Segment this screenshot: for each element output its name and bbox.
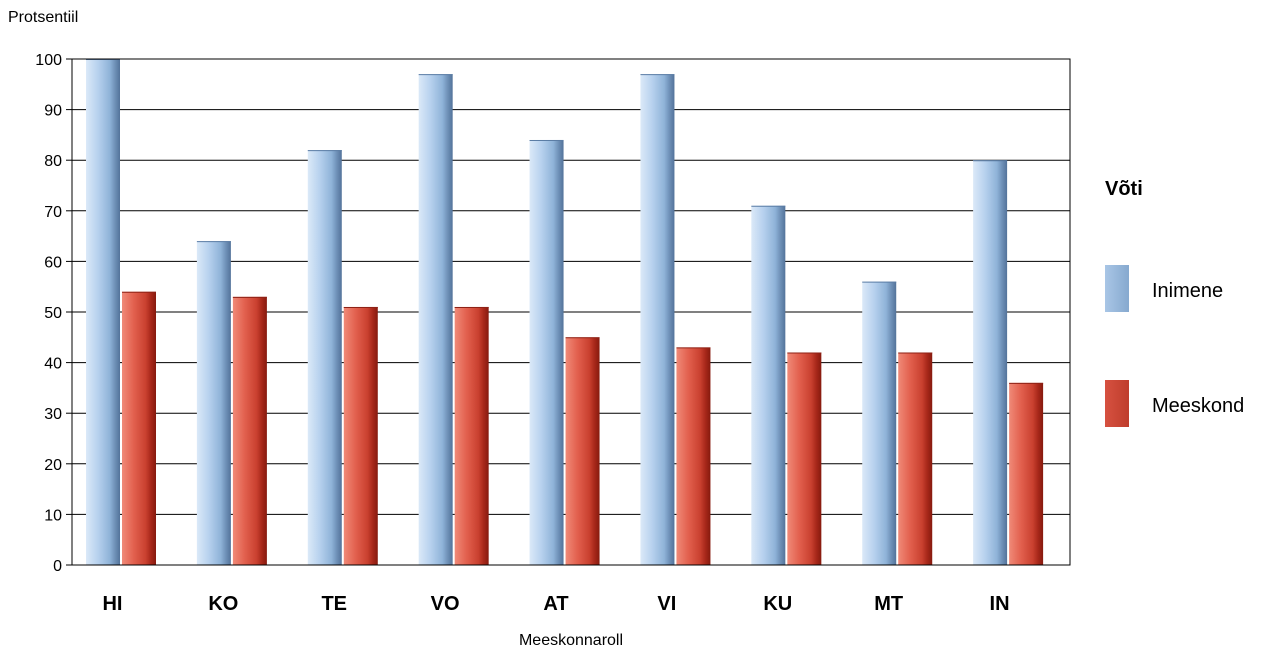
legend-label-meeskond: Meeskond — [1152, 395, 1244, 417]
bar-inimene-ku — [751, 205, 786, 566]
bar-inimene-at — [529, 139, 564, 565]
legend: Võti Inimene Meeskond — [1105, 178, 1244, 427]
legend-title: Võti — [1105, 178, 1143, 200]
y-tick-label: 30 — [44, 406, 62, 423]
x-tick-label: VO — [431, 593, 460, 615]
bar-inimene-mt — [862, 281, 897, 565]
bar-meeskond-in — [1009, 382, 1044, 565]
x-tick-label: MT — [874, 593, 903, 615]
y-tick-label: 50 — [44, 305, 62, 322]
bar-inimene-hi — [86, 59, 120, 565]
x-tick-label: VI — [657, 593, 676, 615]
bar-inimene-te — [307, 150, 342, 565]
bar-inimene-ko — [196, 241, 231, 565]
bar-meeskond-mt — [898, 352, 933, 565]
x-tick-label: AT — [543, 593, 568, 615]
plot-frame — [71, 58, 1071, 566]
legend-swatch-inimene — [1105, 265, 1129, 312]
x-axis-ticks: HI KO TE VO AT VI KU MT IN — [102, 593, 1009, 615]
bar-meeskond-ku — [787, 352, 822, 565]
y-tick-label: 100 — [35, 52, 62, 69]
bar-inimene-vi — [640, 74, 675, 566]
y-tick-label: 80 — [44, 153, 62, 170]
y-tick-label: 70 — [44, 204, 62, 221]
y-axis-ticks: 0 10 20 30 40 50 60 70 80 90 100 — [35, 52, 72, 575]
y-tick-label: 20 — [44, 457, 62, 474]
y-tick-label: 90 — [44, 103, 62, 120]
bar-inimene-vo — [418, 74, 453, 566]
y-tick-label: 40 — [44, 356, 62, 373]
x-tick-label: HI — [102, 593, 122, 615]
y-axis-label: Protsentiil — [8, 9, 78, 26]
x-axis-label: Meeskonnaroll — [519, 632, 623, 649]
legend-label-inimene: Inimene — [1152, 280, 1223, 302]
legend-swatch-meeskond — [1105, 380, 1129, 427]
bar-meeskond-vo — [454, 306, 489, 565]
bar-meeskond-te — [343, 306, 378, 565]
bars — [86, 59, 1044, 566]
y-tick-label: 60 — [44, 254, 62, 271]
x-tick-label: IN — [990, 593, 1010, 615]
y-tick-label: 10 — [44, 507, 62, 524]
y-tick-label: 0 — [53, 558, 62, 575]
bar-meeskond-at — [565, 337, 600, 565]
x-tick-label: KO — [208, 593, 238, 615]
x-tick-label: KU — [763, 593, 792, 615]
bar-meeskond-ko — [232, 296, 267, 565]
bar-meeskond-vi — [676, 347, 711, 565]
bar-meeskond-hi — [122, 291, 156, 565]
x-tick-label: TE — [321, 593, 347, 615]
bar-inimene-in — [973, 160, 1008, 565]
